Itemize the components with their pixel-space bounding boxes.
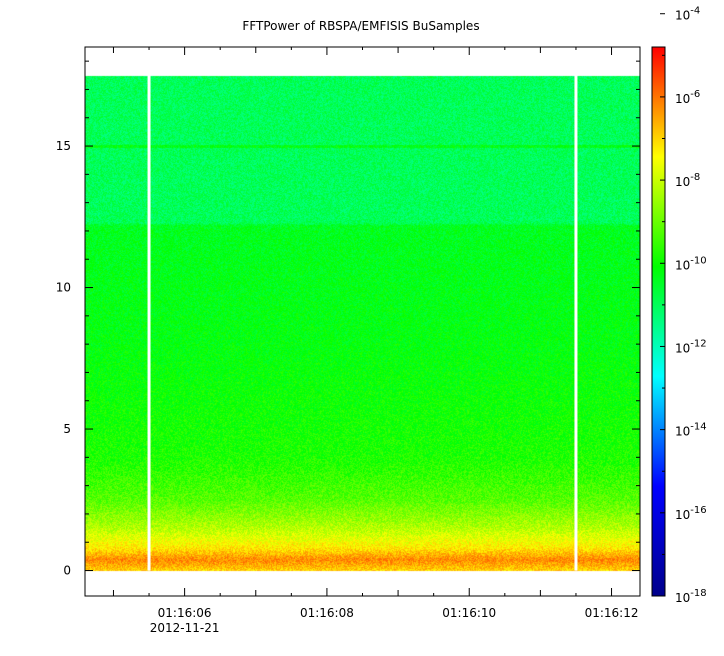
chart-title: FFTPower of RBSPA/EMFISIS BuSamples [242, 19, 479, 33]
colorbar-tick-label: 10-8 [675, 172, 700, 189]
x-axis: 01:16:06 01:16:08 01:16:10 01:16:12 2012-11-… [112, 47, 639, 635]
colorbar: 10-4 10-6 10-8 10-10 10-12 10-14 10-16 10-18 [651, 6, 707, 605]
x-tick-label: 01:16:10 [442, 606, 496, 620]
y-tick-label: 5 [63, 422, 71, 436]
x-tick-label: 01:16:08 [300, 606, 354, 620]
colorbar-tick-label: 10-16 [675, 505, 707, 522]
colorbar-tick-label: 10-12 [675, 338, 707, 355]
colorbar-tick-label: 10-4 [675, 6, 700, 23]
plot-area [84, 46, 641, 597]
y-axis: 0 5 10 15 [56, 60, 640, 578]
spectrogram-image [85, 47, 640, 596]
data-gap-2 [574, 75, 578, 571]
x-tick-label: 01:16:12 [585, 606, 639, 620]
data-gap-1 [147, 75, 151, 571]
colorbar-tick-label: 10-10 [675, 255, 707, 272]
y-tick-label: 10 [56, 281, 71, 295]
x-date-label: 2012-11-21 [150, 621, 220, 635]
x-tick-label: 01:16:06 [158, 606, 212, 620]
colorbar-tick-label: 10-18 [675, 588, 707, 605]
colorbar-tick-label: 10-6 [675, 89, 700, 106]
colorbar-gradient [651, 46, 666, 597]
y-tick-label: 15 [56, 139, 71, 153]
colorbar-tick-label: 10-14 [675, 422, 707, 439]
y-tick-label: 0 [63, 564, 71, 578]
